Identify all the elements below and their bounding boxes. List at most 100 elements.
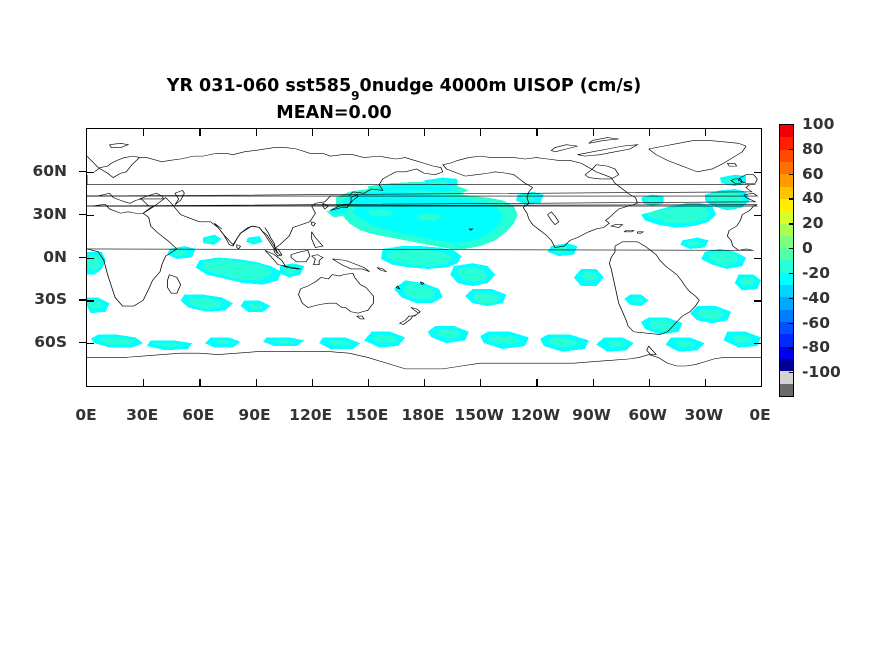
coastline (87, 351, 761, 370)
y-tick-label: 60N (32, 161, 67, 180)
coastline (167, 274, 182, 294)
world-map (87, 137, 761, 370)
coastline (298, 272, 374, 314)
x-tick-label: 0E (749, 406, 771, 424)
colorbar-segment (780, 383, 793, 396)
coastline (395, 285, 401, 290)
data-patch (427, 180, 451, 185)
x-tick-label: 120W (510, 406, 561, 424)
y-tick-label: 30N (32, 204, 67, 223)
colorbar-segment (780, 211, 793, 224)
data-patch (472, 291, 501, 304)
coastline (588, 137, 619, 144)
coastline (139, 192, 165, 200)
coastline-layer (87, 137, 761, 370)
coastline (356, 315, 365, 320)
x-tick-mark (424, 379, 426, 386)
data-patch (644, 206, 711, 224)
data-patch (249, 238, 260, 242)
colorbar-tick-mark (789, 198, 794, 200)
coastline (311, 221, 316, 227)
data-patch (87, 300, 104, 309)
colorbar-segment (780, 248, 793, 261)
x-tick-mark (592, 379, 594, 386)
x-tick-mark-top (536, 129, 538, 136)
x-tick-label: 30E (126, 406, 159, 424)
x-tick-label: 150E (345, 406, 389, 424)
colorbar-tick-label: 20 (802, 214, 824, 233)
data-patch (521, 194, 535, 202)
y-tick-mark (79, 170, 86, 173)
coastline (290, 249, 311, 263)
data-patch (283, 266, 299, 275)
colorbar-segment (780, 260, 793, 273)
data-patch (631, 297, 644, 302)
coastline (87, 192, 758, 214)
y-tick-mark-inner (87, 214, 94, 216)
colorbar-segment (780, 358, 793, 372)
coastline (273, 248, 283, 257)
y-tick-mark (79, 299, 86, 301)
colorbar-tick-label: -100 (802, 363, 841, 382)
x-tick-mark (480, 379, 482, 386)
data-patch (371, 334, 398, 344)
data-patch (674, 340, 696, 348)
coastline (283, 265, 301, 270)
data-patch (708, 191, 745, 207)
colorbar-segment (780, 297, 793, 310)
data-patch (386, 248, 453, 267)
colorbar-tick-mark (789, 248, 794, 250)
data-patch (731, 334, 754, 344)
data-patch (248, 303, 263, 309)
colorbar-segment (780, 223, 793, 236)
y-tick-label: 30S (34, 290, 67, 309)
x-tick-mark-top (255, 129, 257, 136)
colorbar-segment (780, 309, 793, 322)
colorbar-ticks (789, 124, 802, 397)
y-tick-mark (79, 213, 86, 215)
x-tick-label: 90E (238, 406, 271, 424)
data-patch (581, 271, 599, 282)
x-tick-mark-top (199, 129, 201, 136)
data-patch (203, 258, 273, 281)
data-patch (204, 237, 217, 242)
coastline (174, 189, 185, 205)
data-patch (154, 343, 185, 348)
data-patch (555, 246, 569, 254)
colorbar-tick-label: -20 (802, 263, 831, 282)
colorbar (779, 124, 794, 397)
coastline (94, 155, 140, 173)
y-tick-mark-inner (87, 257, 94, 259)
coastline (646, 345, 657, 355)
chart-title-suffix: 0nudge 4000m UISOP (cm/s) (359, 76, 642, 96)
data-patch (330, 207, 350, 214)
coastline (87, 192, 759, 207)
coastline (87, 147, 444, 307)
coastline (726, 162, 738, 167)
x-tick-mark (311, 379, 313, 386)
y-tick-mark-right (754, 214, 761, 216)
x-tick-mark-top (311, 129, 313, 136)
colorbar-tick-mark (789, 347, 794, 349)
data-patch (173, 248, 187, 257)
coastline (376, 267, 387, 273)
coastline (330, 194, 360, 211)
data-patch (547, 337, 582, 348)
coastline (730, 178, 743, 184)
colorbar-segment (780, 198, 793, 212)
data-patch (487, 334, 522, 345)
x-tick-label: 120E (289, 406, 333, 424)
colorbar-tick-mark (789, 322, 794, 324)
x-tick-label: 180E (401, 406, 445, 424)
y-tick-label: 60S (34, 333, 67, 352)
map-plot-area (86, 128, 762, 387)
data-patch (457, 267, 488, 282)
data-patch (416, 213, 443, 221)
coastline (584, 164, 620, 180)
colorbar-tick-mark (789, 223, 794, 225)
coastline (87, 204, 758, 251)
y-tick-label: 0N (43, 247, 67, 266)
x-tick-mark (648, 379, 650, 386)
data-patch (326, 340, 353, 347)
colorbar-tick-mark (789, 297, 794, 300)
